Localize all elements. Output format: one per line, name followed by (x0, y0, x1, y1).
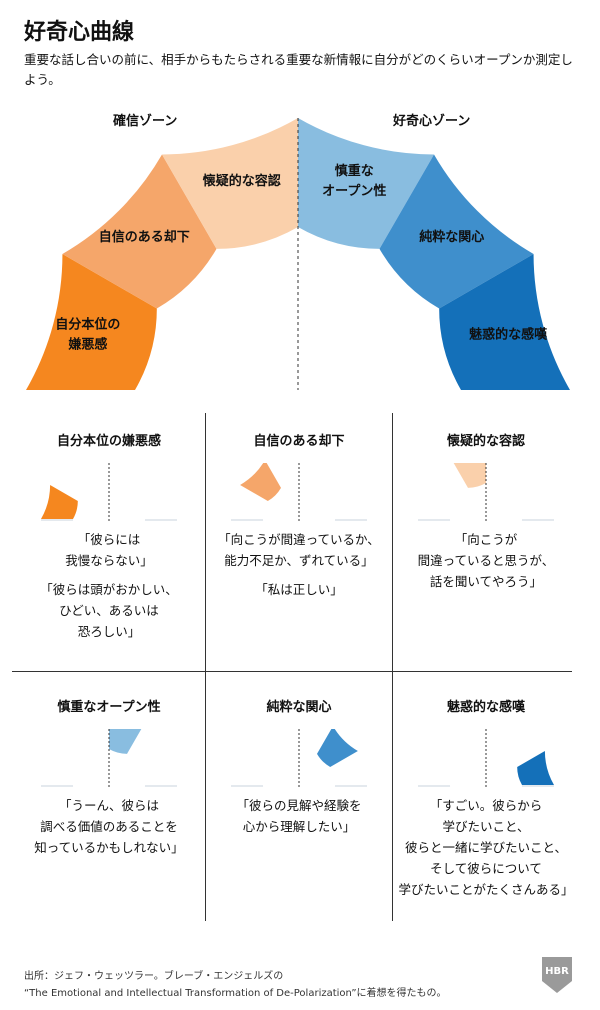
cell-quote: 「彼らは頭がおかしい、 ひどい、あるいは 恐ろしい」 (40, 582, 178, 639)
grid-divider-h (12, 671, 572, 672)
segment-confident-dismissal (62, 154, 217, 309)
mini-gauge (41, 729, 177, 787)
cell-quote: 「向こうが 間違っていると思うが、 話を聞いてやろう」 (417, 532, 555, 589)
segment-egocentric-disgust (26, 254, 157, 390)
cell-quote: 「向こうが間違っているか、 能力不足か、ずれている」 (218, 532, 380, 568)
mini-gauge (418, 463, 554, 521)
segment-label-skeptical-acceptance: 懐疑的な容認 (203, 173, 281, 189)
cell-title: 懐疑的な容認 (446, 434, 525, 449)
stage-cell-confident-dismissal: 自信のある却下 「向こうが間違っているか、 能力不足か、ずれている」 「私は正しい… (206, 430, 392, 600)
cell-title: 自分本位の嫌悪感 (56, 434, 161, 449)
segment-label-genuine-interest: 純粋な関心 (419, 229, 484, 245)
segment-fascinated-wonder (439, 254, 570, 390)
cell-title: 魅惑的な感嘆 (446, 700, 525, 715)
gauge-highlight (41, 485, 78, 519)
gauge-highlight (517, 751, 554, 785)
segment-label-egocentric-disgust: 自分本位の嫌悪感 (55, 317, 120, 353)
segment-label-cautious-openness: 慎重なオープン性 (322, 163, 386, 199)
gauge-track (231, 519, 367, 521)
segment-skeptical-acceptance (162, 118, 298, 249)
gauge-highlight (453, 463, 486, 488)
cell-quote: 「彼らには 我慢ならない」 (65, 532, 153, 568)
cell-quote: 「うーん、彼らは 調べる価値のあることを 知っているかもしれない」 (34, 798, 184, 855)
cell-quote: 「私は正しい」 (255, 582, 343, 597)
cell-quote: 「すごい。彼らから 学びたいこと、 彼らと一緒に学びたいこと、 そして彼らについて 学び… (398, 798, 574, 897)
gauge-track (41, 785, 177, 787)
mini-gauge (41, 463, 177, 521)
page-subtitle: 重要な話し合いの前に、相手からもたらされる重要な新情報に自分がどのくらいオープン… (24, 52, 573, 87)
segment-label-fascinated-wonder: 魅惑的な感嘆 (469, 327, 548, 343)
cell-title: 自信のある却下 (253, 434, 345, 449)
mini-gauge (231, 463, 367, 521)
gauge-track (231, 785, 367, 787)
grid-divider-v2 (392, 413, 393, 921)
stage-grid: 自分本位の嫌悪感 「彼らには 我慢ならない」 「彼らは頭がおかしい、 ひどい、あるい… (12, 413, 574, 921)
segment-genuine-interest (379, 154, 534, 309)
stage-cell-skeptical-acceptance: 懐疑的な容認 「向こうが 間違っていると思うが、 話を聞いてやろう」 (393, 430, 579, 592)
cell-title: 純粋な関心 (266, 700, 332, 715)
gauge-highlight (240, 463, 281, 501)
gauge-highlight (317, 729, 358, 767)
segment-label-confident-dismissal: 自信のある却下 (99, 229, 190, 245)
gauge-track (418, 785, 554, 787)
stage-cell-egocentric-disgust: 自分本位の嫌悪感 「彼らには 我慢ならない」 「彼らは頭がおかしい、 ひどい、あるい… (16, 430, 202, 642)
segment-cautious-openness (298, 118, 434, 249)
mini-gauge (418, 729, 554, 787)
gauge-track (41, 519, 177, 521)
hbr-logo: HBR (542, 957, 572, 993)
source-footer: 出所：ジェフ・ウェッツラー。ブレーブ・エンジェルズの “The Emotiona… (24, 971, 447, 999)
page-title: 好奇心曲線 (24, 20, 135, 45)
cell-quote: 「彼らの見解や経験を 心から理解したい」 (236, 798, 362, 834)
stage-cell-cautious-openness: 慎重なオープン性 「うーん、彼らは 調べる価値のあることを 知っているかもしれない」 (16, 696, 202, 858)
gauge-highlight (109, 729, 142, 754)
mini-gauge (231, 729, 367, 787)
stage-cell-genuine-interest: 純粋な関心 「彼らの見解や経験を 心から理解したい」 (206, 696, 392, 837)
zone-label-confidence: 確信ゾーン (113, 114, 178, 129)
logo-text: HBR (545, 966, 569, 977)
cell-title: 慎重なオープン性 (57, 700, 161, 715)
stage-cell-fascinated-wonder: 魅惑的な感嘆 「すごい。彼らから 学びたいこと、 彼らと一緒に学びたいこと、 そして彼… (393, 696, 579, 900)
grid-divider-v1 (205, 413, 206, 921)
zone-label-curiosity: 好奇心ゾーン (393, 114, 471, 129)
gauge-track (418, 519, 554, 521)
